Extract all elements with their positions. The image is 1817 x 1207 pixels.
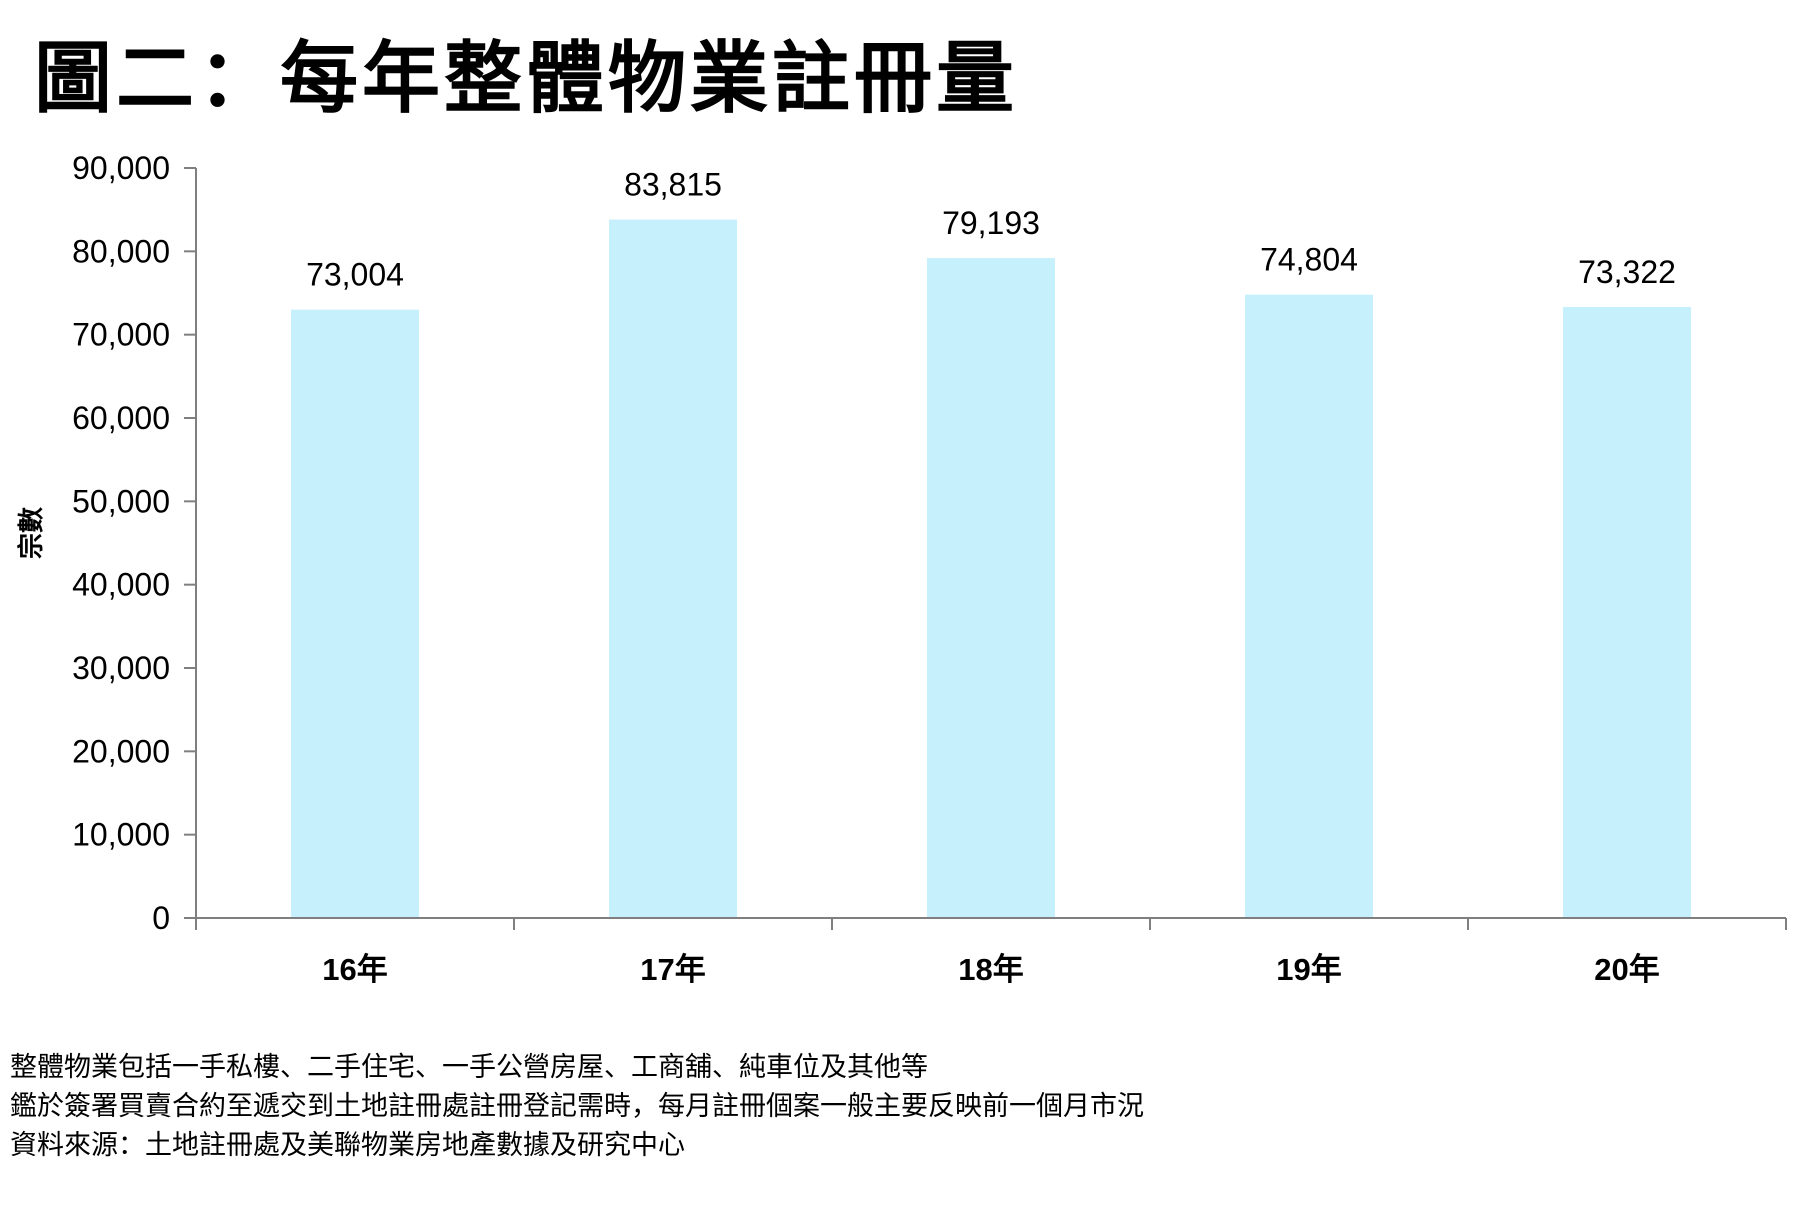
y-tick-label: 40,000	[72, 567, 170, 603]
bar-chart: 73,004 83,815 79,193 74,804 73,322 0 10,000 20,…	[0, 0, 1817, 1030]
x-tick-label: 20年	[1594, 952, 1659, 987]
data-label: 73,004	[306, 257, 404, 293]
note-source: 資料來源：土地註冊處及美聯物業房地產數據及研究中心	[10, 1126, 1144, 1165]
data-label: 79,193	[942, 205, 1040, 241]
y-tick-label: 70,000	[72, 317, 170, 353]
x-tick-label: 19年	[1276, 952, 1341, 987]
y-tick-label: 90,000	[72, 150, 170, 186]
bar	[1563, 307, 1691, 918]
y-tick-label: 60,000	[72, 400, 170, 436]
x-tick-label: 17年	[640, 952, 705, 987]
bar	[1245, 295, 1373, 918]
data-label: 74,804	[1260, 242, 1358, 278]
note-timing: 鑑於簽署買賣合約至遞交到土地註冊處註冊登記需時，每月註冊個案一般主要反映前一個月…	[10, 1087, 1144, 1126]
y-tick-label: 80,000	[72, 233, 170, 269]
x-tick-label: 18年	[958, 952, 1023, 987]
y-tick-label: 20,000	[72, 733, 170, 769]
footnotes: 整體物業包括一手私樓、二手住宅、一手公營房屋、工商舖、純車位及其他等 鑑於簽署買…	[10, 1048, 1144, 1165]
y-tick-label: 10,000	[72, 817, 170, 853]
y-tick-label: 50,000	[72, 483, 170, 519]
bar	[927, 258, 1055, 918]
y-tick-label: 30,000	[72, 650, 170, 686]
y-axis-title: 宗數	[16, 507, 46, 559]
data-label: 73,322	[1578, 254, 1676, 290]
y-tick-label: 0	[152, 900, 170, 936]
bar	[291, 310, 419, 918]
note-scope: 整體物業包括一手私樓、二手住宅、一手公營房屋、工商舖、純車位及其他等	[10, 1048, 1144, 1087]
bar	[609, 220, 737, 918]
x-tick-label: 16年	[322, 952, 387, 987]
data-label: 83,815	[624, 167, 722, 203]
